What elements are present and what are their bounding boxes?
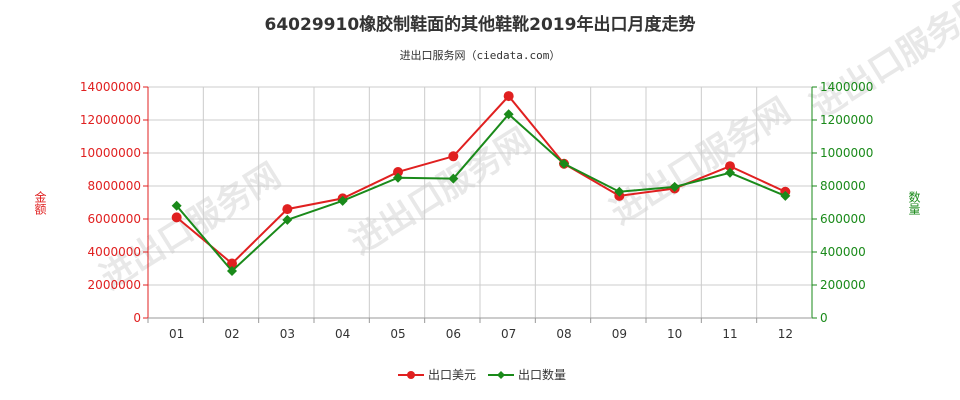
axes-layer: 0200000040000006000000800000010000000120… (33, 80, 921, 341)
legend-marker (497, 371, 505, 379)
x-tick-label: 11 (722, 327, 737, 341)
x-tick-label: 10 (667, 327, 682, 341)
series-line (175, 112, 786, 273)
right-axis-title: 数量 (907, 190, 921, 215)
data-point (503, 109, 514, 120)
data-point (780, 190, 791, 201)
x-tick-label: 08 (556, 327, 571, 341)
right-tick-label: 800000 (820, 179, 866, 193)
chart-subtitle: 进出口服务网（ciedata.com） (399, 49, 561, 62)
legend-label: 出口数量 (518, 367, 566, 382)
left-tick-label: 8000000 (88, 179, 141, 193)
legend-label: 出口美元 (428, 368, 476, 382)
data-point (725, 161, 735, 172)
watermark-text: 进出口服务网 (804, 0, 960, 128)
x-tick-label: 06 (446, 327, 461, 341)
left-tick-label: 2000000 (88, 278, 141, 292)
x-tick-label: 02 (224, 327, 239, 341)
x-tick-label: 04 (335, 327, 350, 341)
legend: 出口美元 出口数量 (398, 367, 566, 382)
data-point (171, 200, 182, 211)
right-tick-label: 600000 (820, 212, 866, 226)
data-point (227, 265, 237, 276)
grid-layer (147, 86, 813, 319)
data-point (282, 204, 293, 215)
left-tick-label: 6000000 (88, 212, 141, 226)
right-tick-label: 1400000 (820, 80, 873, 94)
watermark-text: 进出口服务网 (604, 91, 798, 233)
left-tick-label: 10000000 (80, 146, 141, 160)
x-tick-label: 07 (501, 327, 516, 341)
right-tick-label: 400000 (820, 245, 866, 259)
watermark-text: 进出口服务网 (344, 121, 538, 263)
data-point (669, 181, 680, 192)
right-tick-label: 1200000 (820, 113, 873, 127)
x-tick-label: 12 (778, 327, 793, 341)
right-tick-label: 200000 (820, 278, 866, 292)
data-point (393, 172, 403, 183)
data-point (725, 167, 735, 178)
data-point (559, 158, 569, 169)
x-tick-label: 09 (612, 327, 627, 341)
data-point (448, 151, 459, 162)
data-point (614, 186, 625, 197)
x-tick-label: 03 (280, 327, 295, 341)
chart-title: 64029910橡胶制鞋面的其他鞋靴2019年出口月度走势 (264, 15, 696, 35)
x-tick-label: 01 (169, 327, 184, 341)
x-tick-label: 05 (390, 327, 405, 341)
left-tick-label: 14000000 (80, 80, 141, 94)
left-tick-label: 4000000 (88, 245, 141, 259)
left-tick-label: 12000000 (80, 113, 141, 127)
data-point (393, 166, 403, 177)
data-point (282, 214, 293, 225)
data-point (503, 91, 514, 102)
legend-marker (407, 371, 415, 379)
data-point (171, 212, 182, 223)
left-axis-title: 金额 (33, 190, 47, 216)
right-tick-label: 0 (820, 311, 828, 325)
data-point (337, 195, 348, 206)
series-layer (171, 91, 791, 276)
right-tick-label: 1000000 (820, 146, 873, 160)
data-point (227, 258, 237, 269)
data-point (448, 173, 459, 184)
left-tick-label: 0 (133, 311, 141, 325)
